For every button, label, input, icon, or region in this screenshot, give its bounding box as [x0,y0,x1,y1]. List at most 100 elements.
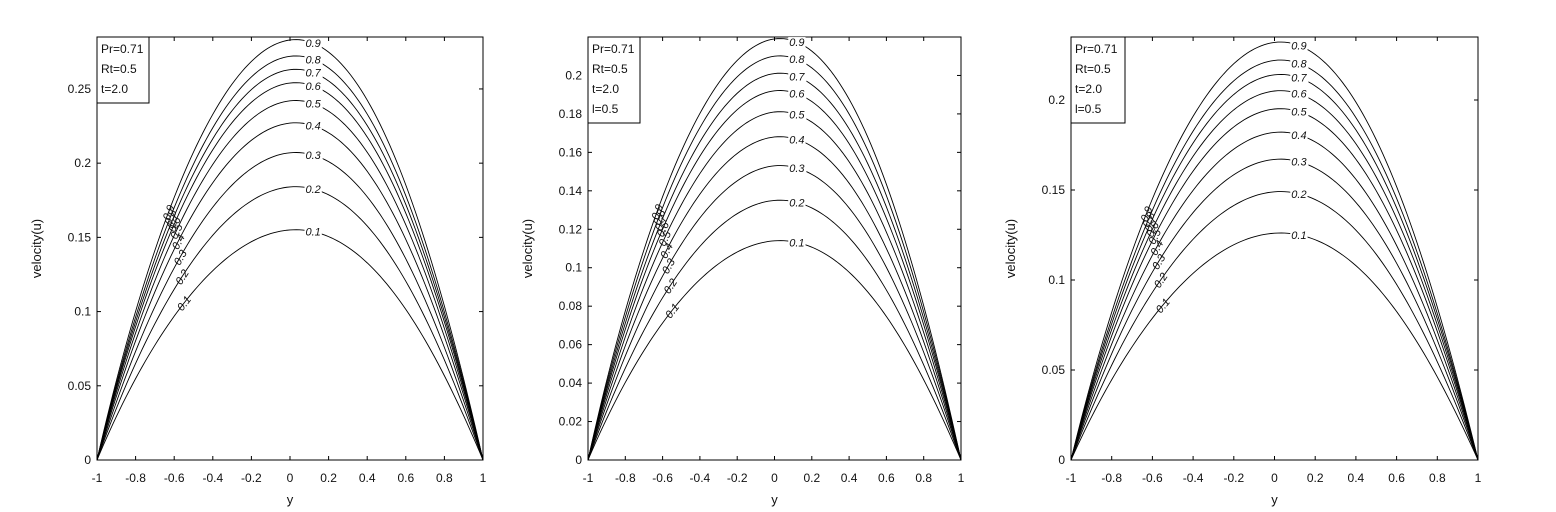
series-label-bg [1290,188,1308,201]
x-axis-label: y [771,492,778,507]
y-tick-label: 0.2 [1048,93,1065,107]
series-group [97,39,483,460]
x-tick-label: 0.6 [1388,471,1405,485]
x-tick-label: -1 [1066,471,1077,485]
y-axis-label: velocity(u) [520,219,535,278]
x-tick-label: 0.2 [320,471,337,485]
x-tick-label: -1 [583,471,594,485]
series-label-bg [788,134,806,147]
series-label-bg [304,183,322,196]
x-tick-label: -0.2 [241,471,262,485]
series-line-0.6 [588,90,961,460]
x-tick-label: 0.8 [436,471,453,485]
series-line-0.7 [588,72,961,460]
x-tick-label: 0.6 [397,471,414,485]
x-tick-label: -0.8 [1101,471,1122,485]
legend-box [587,36,641,124]
series-label-bg [788,197,806,210]
series-label-left-0.7: 0.7 [165,211,182,231]
series-group [1071,41,1478,460]
x-tick-label: -0.6 [164,471,185,485]
x-tick-label: 1 [480,471,487,485]
series-line-0.4 [1071,131,1478,460]
y-tick-label: 0.2 [74,156,91,170]
y-tick-label: 0.18 [559,107,583,121]
series-line-0.7 [1071,74,1478,460]
series-label-left-0.8: 0.8 [652,207,669,226]
x-tick-label: -0.2 [1223,471,1244,485]
series-line-0.9 [97,39,483,460]
series-label-0.9: 0.9 [789,37,804,49]
series-group [588,38,961,460]
y-tick-label: 0.02 [559,415,583,429]
series-label-0.2: 0.2 [1291,189,1306,201]
y-tick-label: 0.16 [559,145,583,159]
x-tick-label: 0.6 [878,471,895,485]
x-tick-label: -1 [92,471,103,485]
y-tick-label: 0.12 [559,222,583,236]
series-line-0.8 [1071,59,1478,460]
series-label-left-0.6: 0.6 [655,219,672,239]
series-line-0.5 [97,100,483,460]
y-tick-label: 0.08 [559,299,583,313]
legend-entry: Rt=0.5 [101,62,137,76]
series-line-0.4 [97,122,483,460]
y-tick-label: 0.14 [559,184,583,198]
y-tick-label: 0.05 [68,379,92,393]
legend-entry: Rt=0.5 [1075,62,1111,76]
series-label-bg [788,237,806,250]
series-line-0.6 [97,82,483,460]
series-line-0.9 [588,38,961,460]
x-axis-label: y [1271,492,1278,507]
x-axis-label: y [287,492,294,507]
series-line-0.2 [97,186,483,460]
legend-entry: t=2.0 [1075,82,1102,96]
series-label-0.4: 0.4 [306,121,321,133]
series-label-0.3: 0.3 [306,150,322,162]
series-label-bg [1290,40,1308,53]
x-tick-label: 0 [1271,471,1278,485]
x-tick-label: 0.4 [841,471,858,485]
series-line-0.4 [588,136,961,460]
x-tick-label: -0.4 [1183,471,1204,485]
y-tick-label: 0 [575,453,582,467]
series-line-0.3 [1071,158,1478,460]
series-label-bg [1290,88,1309,101]
series-line-0.9 [1071,41,1478,460]
series-label-left-0.7: 0.7 [1143,214,1161,234]
series-line-0.1 [97,229,483,460]
x-tick-label: 1 [1475,471,1482,485]
series-line-0.7 [97,68,483,460]
series-label-0.3: 0.3 [1291,157,1307,169]
series-line-0.3 [97,152,483,460]
series-label-0.7: 0.7 [306,68,322,80]
y-tick-label: 0.25 [68,82,92,96]
series-label-bg [304,150,323,163]
series-label-0.5: 0.5 [306,98,322,110]
series-label-bg [788,109,807,122]
series-label-0.5: 0.5 [1291,107,1307,119]
series-line-0.6 [1071,90,1478,460]
x-tick-label: 0.4 [1348,471,1365,485]
x-tick-label: 0 [771,471,778,485]
series-label-left-0.9: 0.9 [1139,205,1156,224]
chart-panel-3: -1 -0.8 -0.6 -0.4 -0.2 0 0.2 0.4 0.6 0.8 1 0 0.05 0.1… [1003,36,1482,507]
series-label-0.8: 0.8 [1291,58,1307,70]
series-label-0.5: 0.5 [789,110,805,122]
series-label-bg [788,37,806,50]
series-label-bg [304,120,322,133]
series-line-0.1 [588,240,961,460]
series-label-0.4: 0.4 [1291,130,1306,142]
y-axis-label: velocity(u) [29,219,44,278]
series-label-bg [788,71,807,84]
y-tick-label: 0.2 [565,68,582,82]
x-tick-label: 0 [287,471,294,485]
series-label-0.8: 0.8 [789,54,805,66]
legend-entry: l=0.5 [1075,102,1102,116]
x-tick-label: 0.8 [1429,471,1446,485]
series-line-0.5 [1071,108,1478,460]
series-line-0.2 [588,199,961,460]
y-tick-label: 0.06 [559,338,583,352]
series-label-0.2: 0.2 [789,197,804,209]
